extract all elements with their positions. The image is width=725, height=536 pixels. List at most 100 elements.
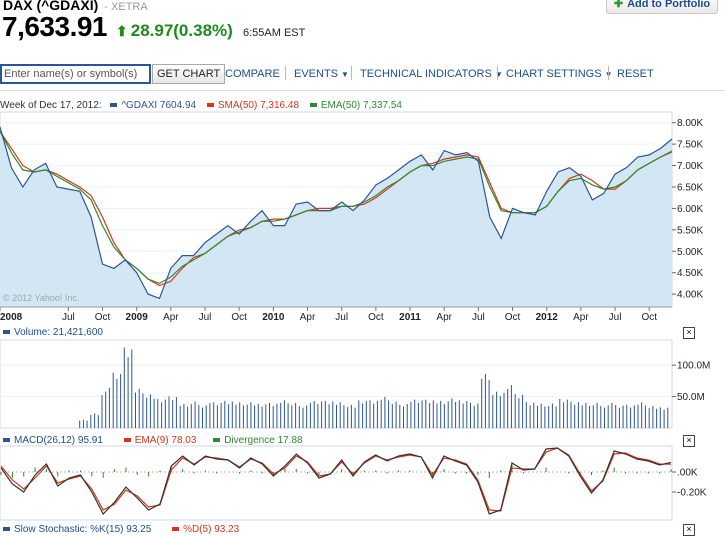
price-x-tick-label: Jul xyxy=(62,312,75,323)
volume-bar xyxy=(574,404,576,428)
volume-bar xyxy=(503,392,505,428)
volume-bar xyxy=(291,405,293,428)
volume-bar xyxy=(376,400,378,428)
volume-bar xyxy=(403,406,404,428)
volume-bar xyxy=(537,405,538,428)
add-to-portfolio-button[interactable]: ✚ Add to Portfolio xyxy=(606,0,718,14)
volume-y-axis: 100.0M 50.0M xyxy=(672,361,710,403)
volume-bar xyxy=(239,402,241,428)
ema-label: EMA(50) 7,337.54 xyxy=(320,100,402,111)
up-arrow-icon: ⬆ xyxy=(116,23,128,39)
volume-bar xyxy=(481,379,483,428)
volume-bar xyxy=(332,401,334,428)
volume-bar xyxy=(458,400,460,428)
stochastic-d-label: %D(5) 93.23 xyxy=(183,524,240,535)
volume-bar xyxy=(257,403,259,428)
compare-link[interactable]: COMPARE xyxy=(225,68,280,80)
volume-bar xyxy=(414,399,416,428)
volume-bar xyxy=(570,401,572,428)
close-macd-icon[interactable]: × xyxy=(683,435,695,447)
price-x-axis: 2008 Jul Oct 2009 Apr Jul Oct 2010 Apr Jul Oct 2011… xyxy=(0,306,672,323)
volume-bar xyxy=(544,406,546,428)
price-y-tick-label: 5.00K xyxy=(677,247,703,258)
volume-bar xyxy=(499,396,501,428)
volume-bar xyxy=(172,400,174,428)
series-swatch xyxy=(110,103,118,108)
macd-ema-label: EMA(9) 78.03 xyxy=(134,435,197,446)
volume-bar xyxy=(358,400,360,428)
volume-bar xyxy=(347,407,349,428)
macd-ema-swatch xyxy=(123,438,131,443)
volume-bar xyxy=(205,405,207,428)
price-x-tick-label: 2010 xyxy=(262,312,285,323)
price-x-tick-label: Oct xyxy=(368,312,384,323)
caret-down-icon: ▼ xyxy=(341,70,349,79)
volume-chart[interactable] xyxy=(0,339,673,429)
symbol-search-input[interactable] xyxy=(0,64,151,84)
close-volume-icon[interactable]: × xyxy=(683,327,695,339)
macd-chart[interactable] xyxy=(0,445,673,521)
volume-bar xyxy=(455,402,457,428)
volume-bar xyxy=(295,402,297,428)
price-y-tick-label: 4.50K xyxy=(677,268,703,279)
volume-bar xyxy=(90,414,92,428)
volume-bar xyxy=(287,403,289,428)
volume-bar xyxy=(622,405,624,428)
volume-bar xyxy=(659,407,661,428)
volume-bar xyxy=(324,400,326,428)
sma-label: SMA(50) 7,316.48 xyxy=(217,100,300,111)
price-change: ⬆ 28.97(0.38%) xyxy=(116,21,233,41)
divergence-swatch xyxy=(213,438,221,443)
volume-bar xyxy=(492,395,494,428)
volume-bar xyxy=(388,400,390,428)
events-menu[interactable]: EVENTS ▼ xyxy=(294,68,349,80)
volume-bar xyxy=(496,391,498,428)
volume-bar xyxy=(462,403,464,428)
volume-bar xyxy=(529,405,531,428)
caret-down-icon: ▼ xyxy=(494,70,503,79)
volume-bar xyxy=(216,405,218,428)
volume-bar xyxy=(309,403,311,428)
macd-swatch xyxy=(3,438,10,443)
volume-bar xyxy=(302,407,304,428)
volume-bar xyxy=(391,404,393,428)
volume-bar xyxy=(183,403,185,428)
volume-bar xyxy=(518,398,520,428)
macd-y-tick-label: .00K xyxy=(677,468,698,479)
price-x-tick-label: Oct xyxy=(231,312,247,323)
volume-bar xyxy=(615,405,617,428)
copyright-text: © 2012 Yahoo! Inc. xyxy=(3,293,79,303)
volume-bar xyxy=(350,404,352,428)
volume-bar xyxy=(447,401,449,428)
volume-bar xyxy=(540,403,542,428)
volume-bar xyxy=(395,401,397,428)
volume-bar xyxy=(105,391,107,428)
price-y-tick-label: 6.00K xyxy=(677,204,703,215)
volume-bar xyxy=(269,402,270,428)
close-stochastic-icon[interactable]: × xyxy=(683,524,695,536)
volume-bar xyxy=(589,405,591,428)
volume-bar xyxy=(563,402,565,428)
technical-indicators-menu[interactable]: TECHNICAL INDICATORS ▼ xyxy=(360,68,503,80)
volume-bar xyxy=(644,405,646,428)
get-chart-button[interactable]: GET CHART xyxy=(152,64,226,84)
volume-bar xyxy=(146,397,148,428)
volume-bar xyxy=(470,402,471,428)
volume-bar xyxy=(607,405,609,428)
volume-bar xyxy=(86,420,88,428)
price-x-tick-label: Apr xyxy=(573,312,589,323)
volume-swatch xyxy=(3,330,10,335)
reset-link[interactable]: RESET xyxy=(617,68,654,80)
volume-bar xyxy=(101,395,103,428)
price-chart[interactable] xyxy=(0,111,673,308)
volume-bar xyxy=(637,404,639,428)
volume-bar xyxy=(135,392,136,428)
volume-bar xyxy=(94,413,96,428)
volume-bar xyxy=(120,373,122,428)
volume-bar xyxy=(321,401,323,428)
stochastic-d-swatch xyxy=(172,527,180,532)
volume-bar xyxy=(97,415,99,428)
toolbar-rule xyxy=(0,90,725,91)
volume-bar xyxy=(123,347,125,428)
